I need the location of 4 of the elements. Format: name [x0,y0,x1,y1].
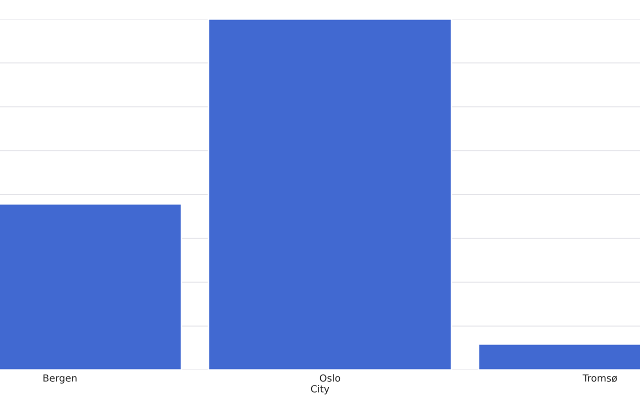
x-axis-title: City [311,384,330,394]
x-tick-label: Oslo [320,374,340,382]
x-tick-label: Bergen [44,374,77,384]
x-tick-label: Tromsø [582,374,618,382]
